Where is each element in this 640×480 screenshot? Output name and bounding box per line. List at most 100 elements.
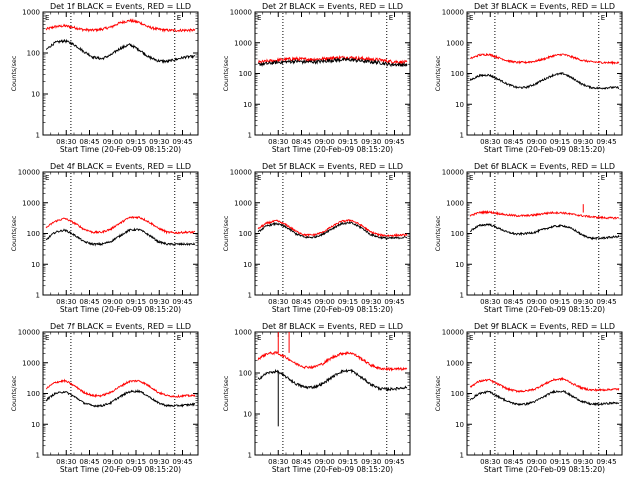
y-tick-label: 100 (451, 390, 464, 398)
x-tick-label: 09:15 (126, 298, 146, 306)
marker-left: E (469, 14, 473, 22)
y-axis-label: Counts/sec (10, 375, 18, 411)
x-tick-label: 08:45 (291, 298, 311, 306)
x-tick-label: 09:30 (573, 298, 593, 306)
y-tick-label: 100 (451, 70, 464, 78)
y-tick-label: 10000 (18, 329, 40, 337)
y-tick-label: 10000 (18, 169, 40, 177)
x-tick-label: 09:30 (361, 298, 381, 306)
x-tick-label: 09:45 (596, 298, 616, 306)
y-tick-label: 100 (27, 230, 40, 238)
x-tick-label: 09:15 (550, 298, 570, 306)
panel-title: Det 4f BLACK = Events, RED = LLD (50, 162, 191, 171)
y-tick-label: 10000 (442, 169, 464, 177)
x-tick-label: 08:30 (268, 458, 288, 466)
x-tick-label: 08:30 (268, 298, 288, 306)
y-tick-label: 1000 (22, 9, 40, 17)
marker-right: E (389, 14, 393, 22)
x-tick-label: 09:45 (172, 298, 192, 306)
x-tick-label: 09:00 (315, 138, 335, 146)
x-tick-label: 08:30 (56, 298, 76, 306)
marker-left: E (469, 174, 473, 182)
y-axis-label: Counts/sec (434, 55, 442, 91)
panel-5f: Det 5f BLACK = Events, RED = LLD 1 10 100 10… (222, 162, 411, 314)
series-line-lld (45, 18, 196, 33)
panel-title: Det 7f BLACK = Events, RED = LLD (50, 322, 191, 331)
x-tick-label: 09:15 (338, 298, 358, 306)
series-line-events (45, 388, 196, 408)
y-tick-label: 10 (31, 421, 40, 429)
y-tick-label: 1 (36, 132, 40, 140)
panel-title: Det 3f BLACK = Events, RED = LLD (474, 2, 615, 11)
x-axis-label: Start Time (20-Feb-09 08:15:20) (272, 145, 393, 154)
marker-right: E (177, 334, 181, 342)
x-tick-label: 08:45 (291, 138, 311, 146)
y-tick-label: 1000 (446, 39, 464, 47)
x-axis-label: Start Time (20-Feb-09 08:15:20) (484, 305, 605, 314)
x-tick-label: 09:30 (573, 138, 593, 146)
y-tick-label: 1000 (234, 329, 252, 337)
y-tick-label: 1 (248, 132, 252, 140)
x-axis-label: Start Time (20-Feb-09 08:15:20) (60, 145, 181, 154)
y-tick-label: 1 (460, 292, 464, 300)
series-line-events (257, 57, 408, 68)
marker-right: E (601, 334, 605, 342)
panel-8f: Det 8f BLACK = Events, RED = LLD 1 10 100 10… (222, 322, 411, 474)
x-axis-label: Start Time (20-Feb-09 08:15:20) (484, 145, 605, 154)
marker-left: E (469, 334, 473, 342)
x-tick-label: 09:30 (361, 458, 381, 466)
marker-left: E (45, 14, 49, 22)
panel-9f: Det 9f BLACK = Events, RED = LLD 1 10 100 10… (434, 322, 623, 474)
x-tick-label: 09:45 (384, 298, 404, 306)
y-tick-label: 10000 (230, 169, 252, 177)
panel-title: Det 5f BLACK = Events, RED = LLD (262, 162, 403, 171)
y-tick-label: 10000 (442, 329, 464, 337)
panel-title: Det 6f BLACK = Events, RED = LLD (474, 162, 615, 171)
marker-left: E (45, 334, 49, 342)
x-tick-label: 09:15 (126, 458, 146, 466)
y-tick-label: 10 (243, 101, 252, 109)
x-tick-label: 08:45 (79, 138, 99, 146)
x-axis-label: Start Time (20-Feb-09 08:15:20) (272, 465, 393, 474)
x-tick-label: 09:45 (172, 458, 192, 466)
y-tick-label: 100 (239, 70, 252, 78)
y-tick-label: 10 (243, 411, 252, 419)
y-tick-label: 100 (27, 50, 40, 58)
marker-right: E (389, 334, 393, 342)
marker-left: E (257, 334, 261, 342)
y-axis-label: Counts/sec (434, 215, 442, 251)
series-line-lld (258, 54, 408, 66)
y-tick-label: 1 (460, 452, 464, 460)
y-axis-label: Counts/sec (10, 215, 18, 251)
series-line-events (257, 221, 408, 240)
y-tick-label: 1 (36, 452, 40, 460)
marker-right: E (177, 174, 181, 182)
y-tick-label: 10000 (230, 9, 252, 17)
y-tick-label: 10 (31, 91, 40, 99)
y-tick-label: 1 (460, 132, 464, 140)
x-tick-label: 08:30 (480, 298, 500, 306)
x-tick-label: 09:45 (596, 458, 616, 466)
series-line-events (257, 368, 408, 392)
y-tick-label: 10 (455, 261, 464, 269)
x-tick-label: 09:15 (550, 138, 570, 146)
panel-title: Det 8f BLACK = Events, RED = LLD (262, 322, 403, 331)
x-tick-label: 09:00 (527, 458, 547, 466)
panel-title: Det 2f BLACK = Events, RED = LLD (262, 2, 403, 11)
y-tick-label: 100 (239, 370, 252, 378)
series-line-lld (469, 376, 620, 393)
series-line-events (45, 227, 196, 247)
y-tick-label: 10 (455, 101, 464, 109)
x-tick-label: 09:00 (315, 458, 335, 466)
y-axis-label: Counts/sec (10, 55, 18, 91)
x-tick-label: 09:30 (573, 458, 593, 466)
series-line-lld (257, 219, 408, 238)
x-tick-label: 09:00 (315, 298, 335, 306)
y-axis-label: Counts/sec (434, 375, 442, 411)
x-tick-label: 09:00 (103, 138, 123, 146)
series-line-lld (469, 209, 619, 220)
x-tick-label: 09:45 (384, 458, 404, 466)
x-tick-label: 09:00 (527, 298, 547, 306)
marker-right: E (601, 14, 605, 22)
y-tick-label: 10 (31, 261, 40, 269)
